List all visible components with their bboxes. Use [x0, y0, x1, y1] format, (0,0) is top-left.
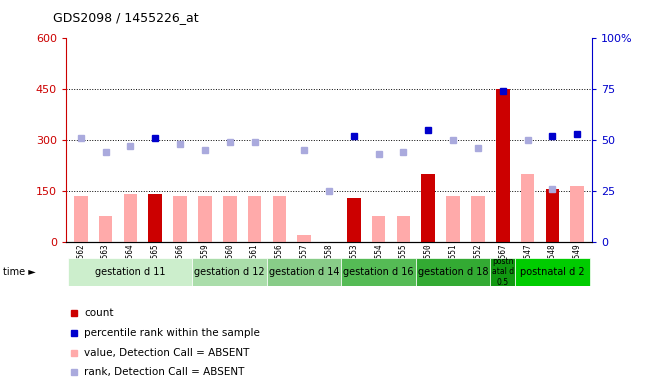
Bar: [173, 196, 187, 242]
Bar: [496, 89, 510, 242]
Bar: [267, 258, 342, 286]
Text: count: count: [84, 308, 114, 318]
Bar: [521, 174, 534, 242]
Bar: [416, 258, 490, 286]
Text: gestation d 16: gestation d 16: [343, 266, 414, 277]
Bar: [148, 194, 162, 242]
Bar: [471, 196, 485, 242]
Text: GDS2098 / 1455226_at: GDS2098 / 1455226_at: [53, 12, 198, 25]
Bar: [124, 194, 137, 242]
Text: gestation d 18: gestation d 18: [418, 266, 488, 277]
Text: time ►: time ►: [3, 266, 36, 277]
Bar: [198, 196, 212, 242]
Text: percentile rank within the sample: percentile rank within the sample: [84, 328, 260, 338]
Text: gestation d 11: gestation d 11: [95, 266, 166, 277]
Bar: [74, 196, 88, 242]
Bar: [223, 196, 236, 242]
Text: gestation d 14: gestation d 14: [269, 266, 340, 277]
Bar: [272, 196, 286, 242]
Text: rank, Detection Call = ABSENT: rank, Detection Call = ABSENT: [84, 367, 245, 377]
Bar: [372, 217, 386, 242]
Bar: [422, 174, 435, 242]
Bar: [397, 217, 411, 242]
Bar: [545, 189, 559, 242]
Bar: [446, 196, 460, 242]
Bar: [297, 235, 311, 242]
Bar: [515, 258, 590, 286]
Bar: [342, 258, 416, 286]
Text: postn
atal d
0.5: postn atal d 0.5: [492, 257, 514, 286]
Text: gestation d 12: gestation d 12: [194, 266, 265, 277]
Bar: [99, 217, 113, 242]
Bar: [347, 198, 361, 242]
Text: postnatal d 2: postnatal d 2: [520, 266, 585, 277]
Bar: [247, 196, 261, 242]
Bar: [490, 258, 515, 286]
Bar: [192, 258, 267, 286]
Bar: [570, 186, 584, 242]
Text: value, Detection Call = ABSENT: value, Detection Call = ABSENT: [84, 348, 249, 358]
Bar: [68, 258, 192, 286]
